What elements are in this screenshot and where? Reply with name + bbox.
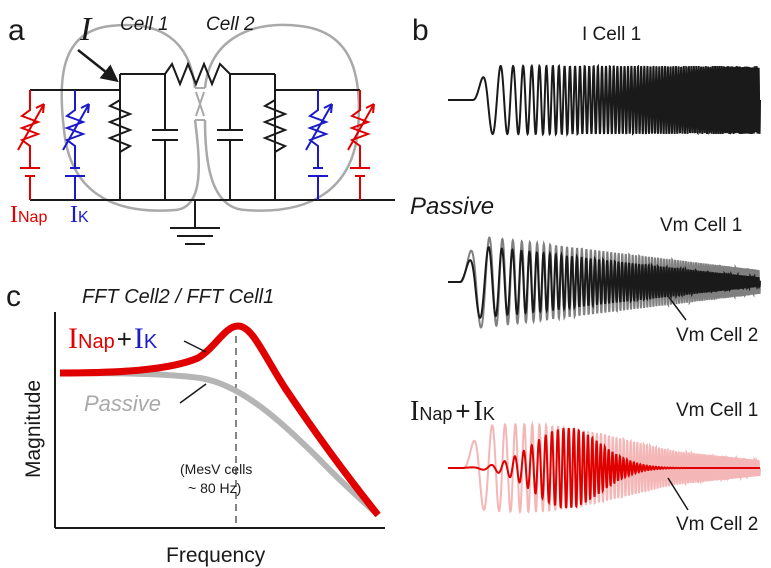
coupling-resistor	[164, 61, 231, 87]
ik-branch-right	[305, 90, 333, 200]
circuit-wiring	[30, 73, 395, 245]
passive-vm2-pointer	[667, 295, 687, 321]
cell-2-outline	[203, 23, 361, 212]
active-legend: INap+IK	[68, 322, 158, 355]
gap-junction-outline	[195, 87, 205, 121]
passive-transfer-curve	[59, 370, 381, 518]
inap-label: INap	[10, 202, 47, 228]
panel-a-label: a	[8, 14, 25, 47]
active-vm-cell2-trace	[448, 427, 760, 509]
active-vm1-label: Vm Cell 1	[676, 400, 758, 421]
passive-title: Passive	[410, 193, 494, 220]
cell-2-membrane-resistor	[262, 99, 288, 153]
panel-c-transfer: c FFT Cell2 / FFT Cell1 INap+IK Passive …	[6, 280, 385, 567]
active-vm2-pointer	[667, 477, 689, 511]
panel-c-label: c	[6, 280, 21, 313]
passive-legend: Passive	[84, 391, 161, 416]
panel-b-traces: b I Cell 1 Passive Vm Cell 1 Vm Cell 2 I…	[410, 14, 761, 535]
inap-branch-right	[347, 90, 375, 200]
passive-vm2-label: Vm Cell 2	[676, 325, 758, 346]
active-title: INap + IK	[410, 396, 495, 427]
cell-2-capacitor	[217, 74, 243, 200]
ik-label: IK	[70, 202, 89, 228]
panel-b-label: b	[412, 14, 429, 47]
panel-a-circuit: a I Cell 1 Cell 2	[8, 11, 395, 245]
injection-arrow	[77, 49, 119, 83]
peak-note-line2: ~ 80 Hz)	[188, 480, 241, 496]
y-axis-label: Magnitude	[22, 380, 45, 478]
passive-legend-pointer	[179, 383, 207, 404]
active-transfer-curve	[59, 322, 381, 518]
inap-branch-left	[17, 90, 45, 200]
i-cell1-label: I Cell 1	[582, 24, 641, 45]
cell-1-membrane-resistor	[107, 99, 133, 153]
x-axis-label: Frequency	[166, 544, 266, 567]
passive-vm-cell2-trace	[448, 246, 761, 319]
panel-c-title: FFT Cell2 / FFT Cell1	[82, 286, 274, 308]
cell-1-outline	[60, 23, 201, 212]
chirp-current-trace	[448, 63, 761, 137]
cell-2-label: Cell 2	[206, 14, 255, 35]
passive-vm1-label: Vm Cell 1	[660, 215, 742, 236]
peak-note-line1: (MesV cells	[180, 461, 252, 477]
active-legend-pointer	[183, 340, 207, 353]
cell-1-capacitor	[152, 74, 178, 200]
active-vm2-label: Vm Cell 2	[676, 514, 758, 535]
cell-1-label: Cell 1	[120, 14, 169, 35]
current-symbol: I	[79, 11, 93, 48]
ik-branch-left	[62, 90, 90, 200]
